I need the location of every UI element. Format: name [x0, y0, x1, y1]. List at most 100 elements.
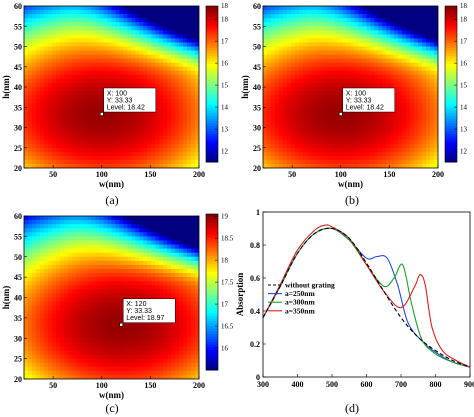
heatmap-cell: [67, 50, 73, 56]
heatmap-cell: [294, 82, 300, 88]
heatmap-cell: [179, 22, 184, 27]
heatmap-cell: [63, 334, 69, 339]
heatmap-cell: [79, 42, 85, 48]
heatmap-cell: [71, 103, 77, 108]
heatmap-cell: [39, 163, 45, 168]
heatmap-cell: [111, 338, 117, 343]
heatmap-cell: [326, 163, 332, 168]
heatmap-cell: [263, 99, 268, 104]
heatmap-cell: [31, 260, 37, 266]
colorbar-segment: [445, 58, 457, 62]
heatmap-cell: [270, 107, 276, 112]
heatmap-cell: [314, 163, 320, 168]
heatmap-cell: [35, 139, 41, 145]
heatmap-cell: [95, 58, 101, 64]
colorbar-segment: [206, 39, 218, 43]
heatmap-cell: [382, 155, 387, 161]
heatmap-cell: [406, 82, 411, 88]
heatmap-cell: [143, 127, 148, 133]
heatmap-cell: [131, 252, 136, 258]
heatmap-cell: [75, 321, 81, 327]
heatmap-cell: [394, 135, 399, 141]
heatmap-cell: [346, 50, 352, 56]
heatmap-cell: [362, 127, 368, 133]
heatmap-cell: [51, 143, 57, 149]
heatmap-cell: [79, 232, 85, 237]
heatmap-cell: [39, 30, 45, 35]
heatmap-cell: [55, 252, 61, 258]
heatmap-cell: [115, 10, 121, 15]
heatmap-cell: [366, 111, 371, 116]
heatmap-cell: [374, 131, 379, 137]
heatmap-cell: [27, 14, 33, 19]
heatmap-cell: [99, 6, 105, 11]
heatmap-cell: [43, 82, 49, 88]
heatmap-cell: [119, 326, 125, 331]
heatmap-cell: [95, 143, 101, 149]
heatmap-cell: [342, 62, 348, 68]
heatmap-cell: [346, 151, 352, 157]
colorbar-segment: [445, 115, 457, 119]
heatmap-cell: [131, 358, 136, 364]
heatmap-cell: [358, 66, 364, 72]
heatmap-cell: [402, 103, 407, 108]
heatmap-cell: [171, 139, 176, 145]
colorbar-segment: [445, 130, 457, 134]
heatmap-cell: [47, 342, 53, 347]
heatmap-cell: [91, 123, 97, 129]
heatmap-cell: [139, 289, 144, 295]
heatmap-cell: [362, 34, 368, 39]
heatmap-cell: [107, 18, 113, 23]
heatmap-cell: [430, 103, 435, 108]
heatmap-cell: [143, 264, 148, 270]
heatmap-cell: [75, 244, 81, 250]
heatmap-cell: [326, 30, 332, 35]
heatmap-cell: [55, 99, 61, 104]
heatmap-cell: [135, 147, 140, 153]
heatmap-cell: [103, 220, 109, 225]
heatmap-cell: [318, 38, 324, 44]
heatmap-cell: [87, 147, 93, 153]
heatmap-cell: [290, 58, 296, 64]
heatmap-cell: [139, 285, 144, 290]
heatmap-cell: [107, 115, 113, 120]
heatmap-cell: [131, 293, 136, 299]
heatmap-cell: [115, 362, 121, 368]
heatmap-cell: [35, 87, 41, 92]
heatmap-cell: [43, 95, 49, 100]
heatmap-cell: [127, 131, 132, 137]
heatmap-cell: [318, 163, 324, 168]
heatmap-cell: [394, 10, 399, 15]
heatmap-cell: [378, 42, 383, 48]
colorbar-segment: [206, 68, 218, 72]
heatmap-cell: [394, 58, 399, 64]
heatmap-cell: [362, 159, 368, 165]
heatmap-cell: [51, 268, 57, 274]
heatmap-cell: [263, 34, 268, 39]
heatmap-cell: [334, 103, 340, 108]
heatmap-cell: [103, 18, 109, 23]
heatmap-cell: [298, 18, 304, 23]
heatmap-cell: [382, 22, 387, 27]
heatmap-cell: [135, 244, 140, 250]
heatmap-cell: [366, 14, 371, 19]
heatmap-cell: [83, 99, 89, 104]
heatmap-cell: [111, 30, 117, 35]
heatmap-cell: [59, 74, 65, 80]
heatmap-cell: [123, 62, 129, 68]
heatmap-cell: [394, 54, 399, 60]
heatmap-cell: [24, 309, 29, 315]
heatmap-cell: [87, 103, 93, 108]
heatmap-cell: [362, 131, 368, 137]
heatmap-cell: [286, 78, 292, 84]
heatmap-cell: [119, 50, 125, 56]
heatmap-cell: [103, 22, 109, 27]
heatmap-cell: [115, 317, 121, 323]
heatmap-cell: [39, 14, 45, 19]
heatmap-cell: [430, 54, 435, 60]
heatmap-cell: [382, 119, 387, 125]
heatmap-cell: [71, 30, 77, 35]
heatmap-cell: [87, 115, 93, 120]
heatmap-cell: [171, 66, 176, 72]
heatmap-cell: [143, 26, 148, 31]
